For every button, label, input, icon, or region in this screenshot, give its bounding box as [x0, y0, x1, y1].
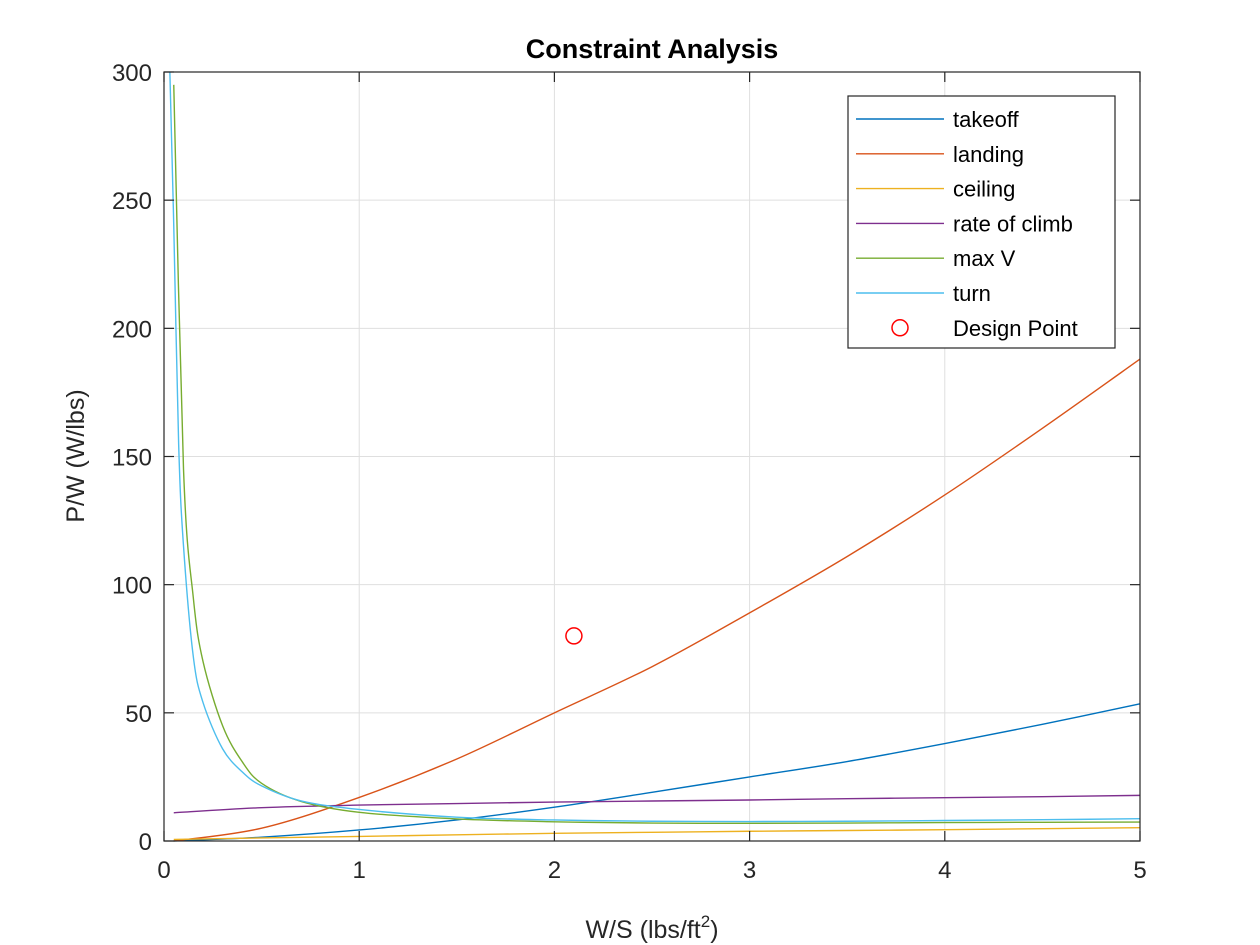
series-line-max-v: [173, 84, 1141, 825]
y-axis-label: P/W (W/lbs): [62, 389, 90, 522]
series-line-ceiling: [173, 826, 1141, 841]
legend-label-turn: turn: [953, 281, 991, 306]
x-axis-label-suffix: ): [710, 916, 718, 944]
x-axis-label-superscript: 2: [701, 912, 710, 931]
x-axis-label: W/S (lbs/ft2): [585, 912, 718, 944]
x-tick-label: 5: [1133, 857, 1146, 884]
legend-label-max-v: max V: [953, 246, 1016, 271]
y-tick-label: 0: [139, 829, 152, 856]
legend-label-design-point: Design Point: [953, 316, 1078, 341]
legend-label-takeoff: takeoff: [953, 107, 1020, 132]
legend-entries: takeoff landing ceiling rate of climb max V t…: [856, 107, 1078, 341]
y-tick-label: 300: [112, 60, 152, 87]
legend-label-rate-of-climb: rate of climb: [953, 211, 1073, 236]
x-axis-label-main: W/S (lbs/ft: [585, 916, 700, 944]
axes-box: [163, 71, 1141, 842]
x-tick-label: 0: [157, 857, 170, 884]
legend-marker-design-point: [891, 319, 909, 337]
y-tick-label: 100: [112, 573, 152, 600]
x-tick-label: 2: [548, 857, 561, 884]
x-tick-label: 1: [353, 857, 366, 884]
y-tick-label: 150: [112, 445, 152, 472]
chart-title: Constraint Analysis: [526, 34, 779, 64]
points-layer: [565, 627, 583, 645]
legend-label-landing: landing: [953, 142, 1024, 167]
series-line-turn: [169, 71, 1141, 823]
y-tick-label: 250: [112, 188, 152, 215]
y-tick-label: 50: [125, 701, 152, 728]
series-line-takeoff: [173, 703, 1141, 842]
y-tick-label: 200: [112, 316, 152, 343]
legend-box: [847, 95, 1116, 349]
legend-label-ceiling: ceiling: [953, 177, 1015, 202]
x-tick-label: 3: [743, 857, 756, 884]
series-layer: [169, 71, 1141, 842]
x-tick-label: 4: [938, 857, 951, 884]
point-marker-design-point: [565, 627, 583, 645]
legend: takeoff landing ceiling rate of climb max V t…: [847, 95, 1116, 349]
